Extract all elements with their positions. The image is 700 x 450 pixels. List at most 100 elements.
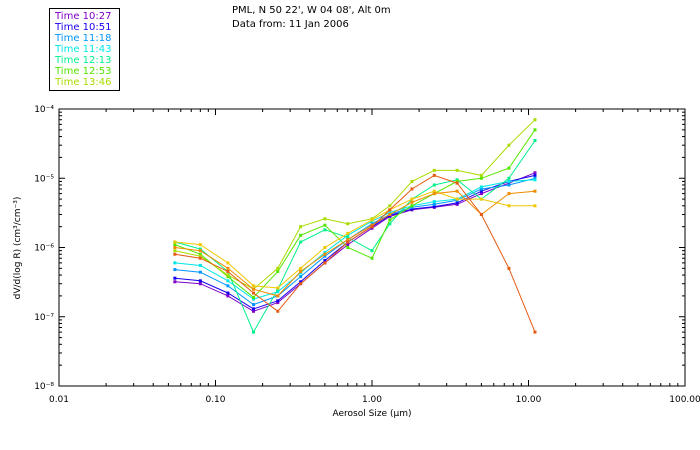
data-point xyxy=(432,168,436,172)
x-tick-label: 100.00 xyxy=(669,395,700,405)
data-point xyxy=(479,185,483,189)
data-point xyxy=(323,252,327,256)
data-point xyxy=(252,309,256,313)
data-point xyxy=(252,330,256,334)
data-point xyxy=(299,240,303,244)
data-point xyxy=(173,268,177,272)
y-tick-label: 10⁻⁵ xyxy=(34,174,54,184)
data-point xyxy=(198,263,202,267)
data-point xyxy=(533,204,537,208)
data-point xyxy=(198,249,202,253)
data-point xyxy=(533,178,537,182)
data-point xyxy=(173,276,177,280)
data-point xyxy=(173,249,177,253)
data-point xyxy=(432,202,436,206)
data-point xyxy=(198,243,202,247)
data-point xyxy=(198,256,202,260)
data-point xyxy=(432,200,436,204)
series-line xyxy=(174,177,536,306)
data-point xyxy=(276,290,280,294)
data-point xyxy=(370,256,374,260)
data-point xyxy=(299,280,303,284)
data-point xyxy=(455,197,459,201)
data-point xyxy=(432,205,436,209)
series-line xyxy=(174,174,536,310)
data-point xyxy=(276,309,280,313)
data-point xyxy=(533,330,537,334)
data-point xyxy=(346,231,350,235)
data-point xyxy=(346,233,350,237)
legend-entry: Time 10:27 xyxy=(55,11,112,22)
data-point xyxy=(226,266,230,270)
data-point xyxy=(507,266,511,270)
data-point xyxy=(226,279,230,283)
location-line: PML, N 50 22', W 04 08', Alt 0m xyxy=(232,5,391,16)
axis-ticks: 0.01 0.10 1.00 10.00 100.00 10⁻⁸ 10⁻⁷ 10⁻⁶ 10⁻⁵ 1… xyxy=(34,105,700,405)
data-point xyxy=(388,212,392,216)
chart-header: PML, N 50 22', W 04 08', Alt 0m Data fro… xyxy=(232,4,391,32)
data-point xyxy=(346,238,350,242)
data-point xyxy=(346,243,350,247)
x-tick-label: 1.00 xyxy=(362,395,382,405)
data-point xyxy=(299,266,303,270)
y-tick-label: 10⁻⁸ xyxy=(34,382,54,392)
data-point xyxy=(432,173,436,177)
legend-entry: Time 13:46 xyxy=(55,77,112,88)
data-point xyxy=(346,246,350,249)
data-point xyxy=(455,168,459,172)
data-point xyxy=(276,286,280,290)
data-point xyxy=(299,225,303,229)
data-point xyxy=(432,189,436,193)
series-line xyxy=(174,190,536,297)
data-point xyxy=(252,295,256,299)
data-point xyxy=(252,297,256,301)
series-layer xyxy=(173,118,537,334)
x-axis-title: Aerosol Size (μm) xyxy=(333,409,412,419)
data-point xyxy=(455,201,459,205)
legend-entry: Time 11:18 xyxy=(55,33,112,44)
data-point xyxy=(455,179,459,183)
data-point xyxy=(323,246,327,249)
data-point xyxy=(276,301,280,305)
data-point xyxy=(323,217,327,221)
data-point xyxy=(507,179,511,183)
data-point xyxy=(507,181,511,185)
data-point xyxy=(252,287,256,291)
data-point xyxy=(173,261,177,265)
data-point xyxy=(479,212,483,216)
data-point xyxy=(370,225,374,229)
data-point xyxy=(479,197,483,201)
data-point xyxy=(370,218,374,222)
legend-entry: Time 11:43 xyxy=(55,44,112,55)
x-tick-label: 0.01 xyxy=(49,395,69,405)
data-point xyxy=(533,173,537,177)
data-point xyxy=(323,223,327,227)
data-point xyxy=(410,204,414,208)
data-point xyxy=(299,275,303,279)
data-point xyxy=(507,192,511,196)
data-point xyxy=(479,173,483,177)
data-point xyxy=(455,189,459,193)
plot-area-frame xyxy=(58,108,686,387)
data-point xyxy=(479,192,483,196)
data-point xyxy=(299,233,303,237)
data-point xyxy=(173,240,177,244)
data-point xyxy=(252,284,256,288)
data-point xyxy=(299,270,303,274)
data-point xyxy=(226,261,230,265)
data-point xyxy=(198,247,202,251)
x-tick-label: 10.00 xyxy=(516,395,542,405)
data-point xyxy=(323,228,327,232)
y-tick-label: 10⁻⁷ xyxy=(34,313,54,323)
data-point xyxy=(323,258,327,262)
series-line xyxy=(174,179,536,300)
data-point xyxy=(198,252,202,256)
data-point xyxy=(226,294,230,298)
data-point xyxy=(507,166,511,170)
data-point xyxy=(323,250,327,254)
data-point xyxy=(276,270,280,274)
data-point xyxy=(370,226,374,230)
y-tick-label: 10⁻⁶ xyxy=(34,244,54,254)
legend-entry: Time 12:13 xyxy=(55,55,112,66)
legend: Time 10:27 Time 10:51 Time 11:18 Time 11:43… xyxy=(49,8,120,91)
